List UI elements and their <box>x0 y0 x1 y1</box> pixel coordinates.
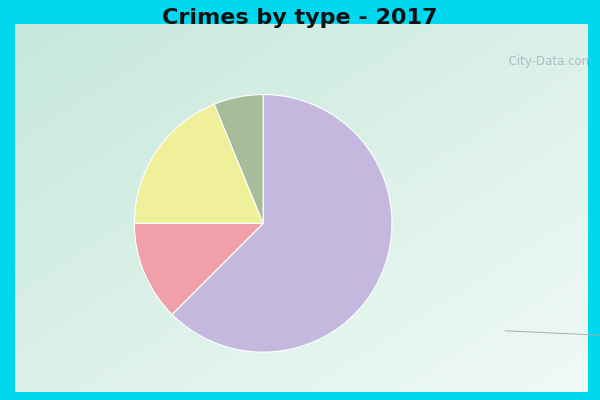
Text: Rapes (6.2%): Rapes (6.2%) <box>0 399 1 400</box>
Text: Assaults (18.8%): Assaults (18.8%) <box>0 399 1 400</box>
Text: Crimes by type - 2017: Crimes by type - 2017 <box>162 8 438 28</box>
Wedge shape <box>214 94 263 223</box>
Wedge shape <box>134 223 263 314</box>
Text: Thefts (62.5%): Thefts (62.5%) <box>505 331 600 346</box>
Text: Burglaries (12.5%): Burglaries (12.5%) <box>0 399 1 400</box>
Text: City-Data.com: City-Data.com <box>501 56 593 68</box>
Wedge shape <box>172 94 392 352</box>
Wedge shape <box>134 104 263 223</box>
